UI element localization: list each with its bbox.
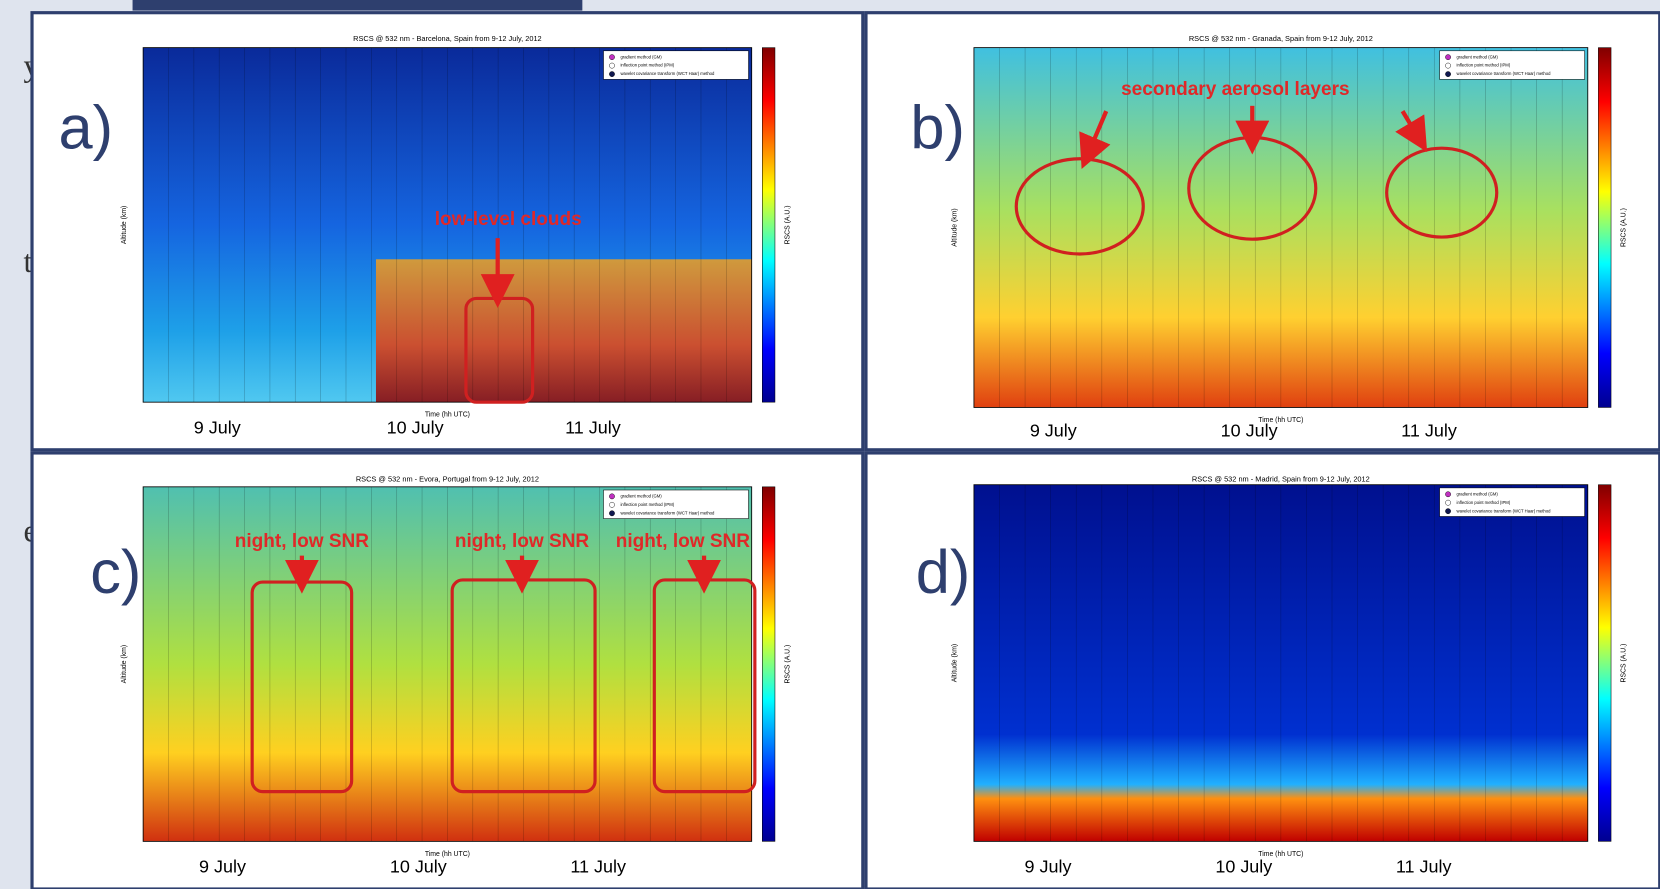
panel-label: c) [90, 538, 141, 607]
heatmap [973, 484, 1588, 842]
plot-frame [142, 47, 753, 403]
y-axis-label: Altitude (km) [952, 208, 959, 246]
date-label: 11 July [1396, 857, 1452, 877]
arrow [1079, 110, 1111, 170]
legend-marker [609, 71, 615, 77]
legend-marker [1445, 62, 1451, 69]
legend-marker [1445, 499, 1451, 506]
colorbar-label: RSCS (A.U.) [784, 645, 791, 684]
colorbar [762, 486, 776, 842]
legend-marker [1445, 71, 1451, 77]
legend-marker [1445, 54, 1451, 61]
highlight-ellipse [1385, 146, 1499, 239]
colorbar-label: RSCS (A.U.) [784, 205, 791, 244]
heatmap-region [375, 259, 752, 403]
plot-frame [973, 484, 1589, 842]
heatmap [143, 486, 752, 842]
date-label: 9 July [1025, 857, 1072, 877]
legend-text: wavelet covariance transform (WCT Haar) … [1457, 508, 1552, 513]
y-axis-label: Altitude (km) [121, 645, 128, 683]
legend-text: wavelet covariance transform (WCT Haar) … [620, 510, 715, 515]
heatmap [973, 47, 1588, 408]
plot-frame [142, 486, 753, 842]
plot-title: RSCS @ 532 nm - Evora, Portugal from 9-1… [356, 474, 539, 483]
annotation: secondary aerosol layers [1121, 79, 1350, 100]
legend-text: gradient method (GM) [620, 493, 662, 498]
top-bar [132, 0, 583, 11]
annotation: low-level clouds [435, 209, 582, 230]
legend-marker [609, 510, 615, 517]
legend-text: inflection point method (IPM) [620, 63, 674, 68]
colorbar-label: RSCS (A.U.) [1621, 208, 1628, 247]
date-label: 11 July [570, 857, 626, 877]
legend-box [1439, 50, 1585, 80]
colorbar [762, 47, 776, 403]
date-label: 11 July [1401, 421, 1457, 441]
date-label: 10 July [390, 857, 447, 877]
annotation: night, low SNR [616, 531, 751, 552]
x-axis-label: Time (hh UTC) [1258, 851, 1303, 858]
legend-box [603, 50, 749, 80]
legend-text: inflection point method (IPM) [1457, 500, 1511, 505]
plot-title: RSCS @ 532 nm - Madrid, Spain from 9-12 … [1192, 474, 1370, 483]
plot-frame [973, 47, 1589, 408]
side-text: t [24, 244, 33, 279]
colorbar [1598, 484, 1612, 842]
legend-text: wavelet covariance transform (WCT Haar) … [620, 71, 715, 76]
legend-box [1439, 487, 1585, 517]
legend-marker [1445, 508, 1451, 515]
date-label: 10 July [1221, 421, 1278, 441]
legend-marker [609, 493, 615, 500]
date-label: 10 July [1215, 857, 1272, 877]
colorbar-label: RSCS (A.U.) [1621, 644, 1628, 683]
legend-text: wavelet covariance transform (WCT Haar) … [1457, 71, 1552, 76]
annotation: night, low SNR [235, 531, 370, 552]
plot-title: RSCS @ 532 nm - Barcelona, Spain from 9-… [353, 34, 542, 43]
y-axis-label: Altitude (km) [952, 644, 959, 683]
legend-box [603, 489, 749, 519]
date-label: 10 July [387, 417, 444, 437]
panel-label: d) [916, 538, 971, 607]
panel-label: b) [910, 94, 965, 163]
arrow [1395, 110, 1428, 153]
panel-label: a) [58, 94, 113, 163]
x-axis-label: Time (hh UTC) [1258, 417, 1303, 424]
colorbar [1598, 47, 1612, 408]
legend-text: gradient method (GM) [1457, 491, 1499, 496]
x-axis-label: Time (hh UTC) [425, 412, 470, 419]
legend-text: gradient method (GM) [1457, 54, 1499, 59]
legend-text: gradient method (GM) [620, 54, 662, 59]
date-label: 9 July [1030, 421, 1077, 441]
y-axis-label: Altitude (km) [121, 206, 128, 245]
date-label: 9 July [194, 417, 241, 437]
legend-text: inflection point method (IPM) [620, 502, 674, 507]
date-label: 9 July [199, 857, 246, 877]
annotation: night, low SNR [455, 531, 590, 552]
x-axis-label: Time (hh UTC) [425, 851, 470, 858]
legend-marker [609, 501, 615, 508]
plot-title: RSCS @ 532 nm - Granada, Spain from 9-12… [1189, 34, 1373, 43]
legend-marker [609, 54, 615, 61]
legend-marker [609, 62, 615, 69]
legend-text: inflection point method (IPM) [1457, 63, 1511, 68]
legend-marker [1445, 491, 1451, 498]
date-label: 11 July [565, 417, 621, 437]
